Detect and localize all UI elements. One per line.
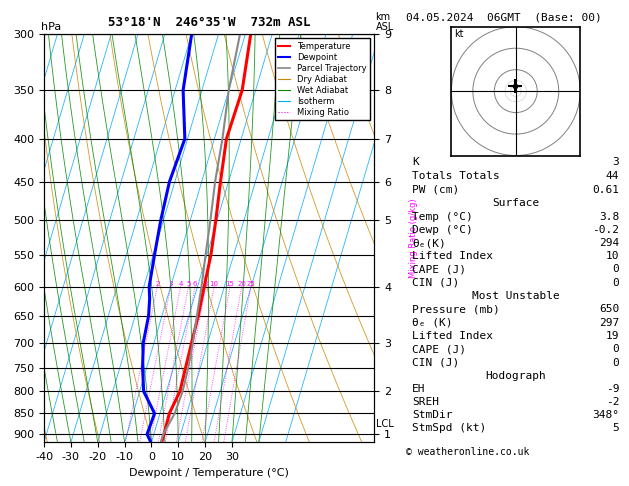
Text: LCL: LCL	[376, 419, 394, 429]
Text: 5: 5	[186, 280, 191, 287]
Text: CIN (J): CIN (J)	[413, 278, 460, 288]
Text: Surface: Surface	[492, 198, 540, 208]
Text: 348°: 348°	[593, 410, 619, 420]
Text: 20: 20	[237, 280, 246, 287]
X-axis label: Dewpoint / Temperature (°C): Dewpoint / Temperature (°C)	[129, 468, 289, 478]
Text: -0.2: -0.2	[593, 225, 619, 235]
Text: Lifted Index: Lifted Index	[413, 251, 493, 261]
Text: Temp (°C): Temp (°C)	[413, 211, 473, 222]
Text: 10: 10	[209, 280, 219, 287]
Text: Lifted Index: Lifted Index	[413, 331, 493, 341]
Text: 0: 0	[613, 344, 619, 354]
Text: 25: 25	[247, 280, 255, 287]
Text: θₑ(K): θₑ(K)	[413, 238, 446, 248]
Legend: Temperature, Dewpoint, Parcel Trajectory, Dry Adiabat, Wet Adiabat, Isotherm, Mi: Temperature, Dewpoint, Parcel Trajectory…	[275, 38, 370, 121]
Text: Most Unstable: Most Unstable	[472, 291, 560, 301]
Text: PW (cm): PW (cm)	[413, 185, 460, 195]
Text: -2: -2	[606, 397, 619, 407]
Text: SREH: SREH	[413, 397, 439, 407]
Text: 15: 15	[226, 280, 235, 287]
Text: -9: -9	[606, 384, 619, 394]
Text: 297: 297	[599, 317, 619, 328]
Text: Totals Totals: Totals Totals	[413, 171, 500, 181]
Text: 4: 4	[179, 280, 183, 287]
Text: 0: 0	[613, 264, 619, 275]
Text: 6: 6	[193, 280, 198, 287]
Text: 04.05.2024  06GMT  (Base: 00): 04.05.2024 06GMT (Base: 00)	[406, 12, 601, 22]
Text: 3: 3	[169, 280, 173, 287]
Text: Hodograph: Hodograph	[486, 371, 546, 381]
Text: 2: 2	[155, 280, 160, 287]
Text: EH: EH	[413, 384, 426, 394]
Text: 3.8: 3.8	[599, 211, 619, 222]
Text: 650: 650	[599, 304, 619, 314]
Text: © weatheronline.co.uk: © weatheronline.co.uk	[406, 447, 529, 457]
Text: 19: 19	[606, 331, 619, 341]
Text: StmDir: StmDir	[413, 410, 453, 420]
Text: θₑ (K): θₑ (K)	[413, 317, 453, 328]
Text: 294: 294	[599, 238, 619, 248]
Text: hPa: hPa	[41, 21, 61, 32]
Text: Pressure (mb): Pressure (mb)	[413, 304, 500, 314]
Text: 8: 8	[204, 280, 208, 287]
Text: 44: 44	[606, 171, 619, 181]
Text: 10: 10	[606, 251, 619, 261]
Text: 0: 0	[613, 278, 619, 288]
Text: Dewp (°C): Dewp (°C)	[413, 225, 473, 235]
Text: 53°18'N  246°35'W  732m ASL: 53°18'N 246°35'W 732m ASL	[108, 16, 310, 29]
Text: CIN (J): CIN (J)	[413, 358, 460, 368]
Text: 5: 5	[613, 423, 619, 434]
Text: 0: 0	[613, 358, 619, 368]
Text: 0.61: 0.61	[593, 185, 619, 195]
Text: 3: 3	[613, 157, 619, 167]
Text: StmSpd (kt): StmSpd (kt)	[413, 423, 487, 434]
Text: CAPE (J): CAPE (J)	[413, 264, 466, 275]
Text: km
ASL: km ASL	[376, 12, 394, 32]
Text: CAPE (J): CAPE (J)	[413, 344, 466, 354]
Text: K: K	[413, 157, 419, 167]
Text: kt: kt	[455, 30, 464, 39]
Text: Mixing Ratio (g/kg): Mixing Ratio (g/kg)	[409, 198, 418, 278]
